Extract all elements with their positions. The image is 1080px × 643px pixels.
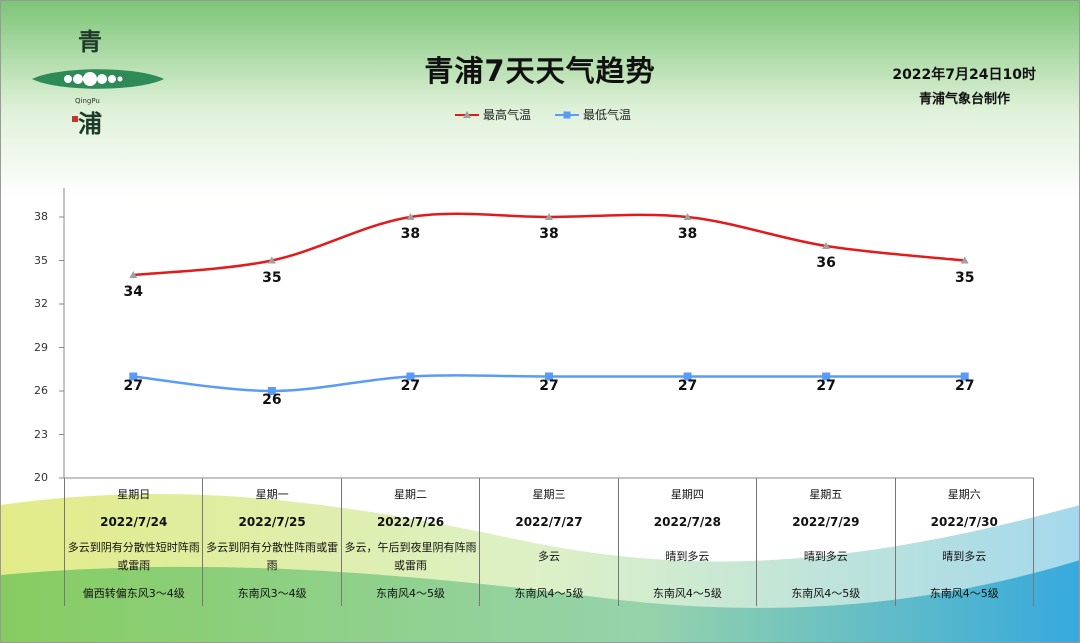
legend: 最高气温 最低气温 (455, 106, 631, 123)
wind-cell: 东南风4～5级 (340, 580, 481, 606)
weekday-cell: 星期五 (756, 478, 896, 510)
low-temp-label: 27 (816, 377, 836, 394)
series-markers (129, 213, 969, 395)
date-cell: 2022/7/26 (340, 510, 481, 534)
legend-label-high: 最高气温 (483, 108, 532, 122)
low-temp-label: 27 (677, 377, 698, 394)
low-temp-marker (683, 372, 692, 381)
high-temp-marker (545, 213, 553, 220)
weather-cell: 晴到多云 (894, 534, 1035, 580)
date-cell: 2022/7/29 (756, 510, 896, 534)
chart-title: 青浦7天天气趋势 (424, 54, 656, 88)
wind-row: 偏西转偏东风3～4级 东南风3～4级 东南风4～5级 东南风4～5级 东南风4～… (63, 580, 1035, 606)
legend-swatch-low (555, 111, 580, 118)
high-temp-label: 35 (954, 269, 975, 286)
logo-sub: QingPu (75, 97, 100, 105)
high-temp-marker (406, 213, 415, 220)
wind-cell: 偏西转偏东风3～4级 (63, 580, 204, 606)
weekday-cell: 星期三 (479, 478, 619, 510)
weekday-row: 星期日 星期一 星期二 星期三 星期四 星期五 星期六 (63, 478, 1035, 510)
weather-cell: 多云，午后到夜里阴有阵雨或雷雨 (340, 534, 481, 580)
high-temp-marker (683, 213, 692, 220)
y-tick-label: 35 (34, 253, 48, 267)
low-temp-label: 26 (262, 392, 282, 408)
forecast-table: 星期日 星期一 星期二 星期三 星期四 星期五 星期六 2022/7/24 20… (63, 478, 1035, 606)
logo: 青 QingPu 浦 (28, 22, 168, 138)
high-temp-marker (267, 256, 276, 264)
low-temp-label: 27 (400, 377, 421, 394)
weekday-cell: 星期二 (340, 478, 481, 510)
weather-cell: 多云 (479, 534, 619, 580)
low-temp-marker (545, 372, 553, 381)
wind-cell: 东南风3～4级 (202, 580, 342, 606)
wind-cell: 东南风4～5级 (479, 580, 619, 606)
low-temp-marker (267, 387, 276, 395)
logo-char-bottom: 浦 (78, 109, 102, 138)
logo-seal (72, 116, 78, 122)
weather-cell: 多云到阴有分散性短时阵雨或雷雨 (63, 534, 204, 580)
weekday-cell: 星期一 (202, 478, 342, 510)
date-cell: 2022/7/25 (202, 510, 342, 534)
y-tick-label: 23 (34, 427, 48, 441)
low-temp-label: 27 (954, 377, 975, 394)
date-cell: 2022/7/28 (617, 510, 758, 534)
wind-cell: 东南风4～5级 (756, 580, 896, 606)
issuer: 青浦气象台制作 (918, 92, 1010, 107)
y-tick-label: 26 (34, 384, 48, 397)
date-cell: 2022/7/30 (894, 510, 1035, 534)
y-tick-label: 29 (34, 340, 48, 354)
weekday-cell: 星期日 (63, 478, 204, 510)
high-temp-marker (822, 242, 831, 249)
high-temp-label: 36 (816, 255, 836, 271)
legend-item-high: 最高气温 (455, 106, 531, 123)
issue-time: 2022年7月24日10时 (892, 67, 1036, 83)
wind-cell: 东南风4～5级 (894, 580, 1035, 606)
high-temp-label: 34 (123, 284, 144, 300)
weather-cell: 晴到多云 (756, 534, 896, 580)
weather-cell: 多云到阴有分散性阵雨或雷雨 (202, 534, 342, 580)
high-temp-label: 38 (400, 226, 421, 242)
high-temp-marker (129, 271, 138, 278)
y-tick-label: 20 (34, 471, 48, 484)
low-temp-marker (822, 372, 831, 381)
low-temp-marker (960, 372, 969, 381)
high-temp-marker (960, 256, 969, 264)
low-temp-label: 27 (123, 377, 144, 394)
date-cell: 2022/7/27 (479, 510, 619, 534)
high-temp-label: 38 (539, 226, 559, 242)
weekday-cell: 星期六 (894, 478, 1035, 510)
y-tick-label: 32 (34, 297, 48, 310)
high-temp-label: 38 (677, 226, 698, 242)
low-temp-label: 27 (539, 377, 559, 394)
legend-swatch-high (455, 110, 479, 118)
weather-row: 多云到阴有分散性短时阵雨或雷雨 多云到阴有分散性阵雨或雷雨 多云，午后到夜里阴有… (63, 534, 1035, 580)
wind-cell: 东南风4～5级 (617, 580, 758, 606)
y-tick-label: 38 (34, 210, 48, 223)
low-temp-marker (129, 372, 138, 381)
low-temp-marker (406, 372, 415, 381)
date-row: 2022/7/24 2022/7/25 2022/7/26 2022/7/27 … (63, 510, 1035, 534)
legend-item-low: 最低气温 (555, 106, 631, 123)
legend-label-low: 最低气温 (583, 108, 632, 122)
logo-emblem (32, 69, 164, 89)
weather-cell: 晴到多云 (617, 534, 758, 580)
high-temp-label: 35 (262, 269, 282, 286)
logo-char-top: 青 (78, 27, 102, 56)
weekday-cell: 星期四 (617, 478, 758, 510)
date-cell: 2022/7/24 (63, 510, 204, 534)
